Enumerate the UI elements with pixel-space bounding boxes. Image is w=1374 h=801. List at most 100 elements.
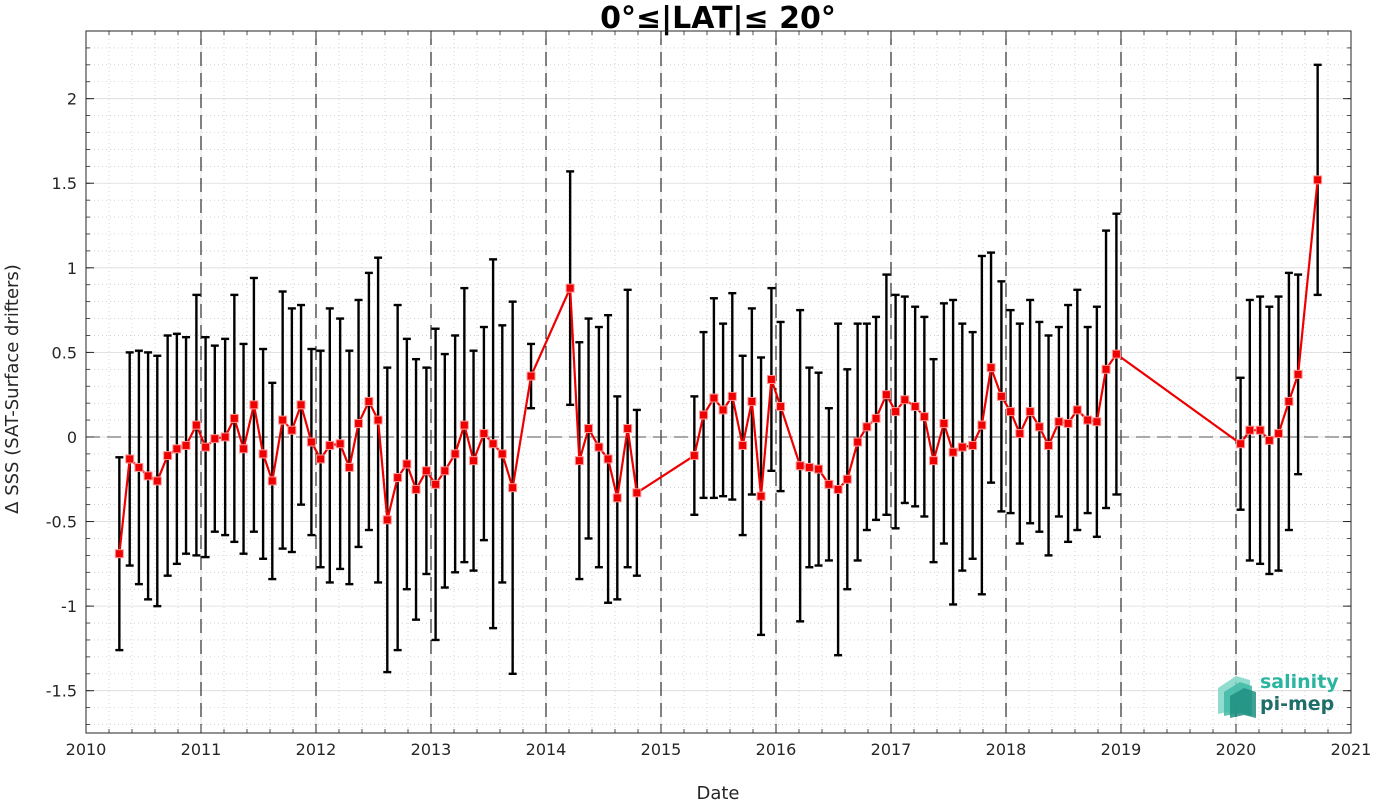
x-tick-label: 2011: [181, 740, 222, 759]
data-point: [143, 471, 153, 481]
data-point: [421, 466, 431, 476]
data-point: [287, 425, 297, 435]
data-point: [220, 432, 230, 442]
data-point: [718, 405, 728, 415]
data-point: [709, 393, 719, 403]
data-point: [814, 464, 824, 474]
data-point: [1245, 425, 1255, 435]
data-point: [699, 410, 709, 420]
x-tick-label: 2015: [641, 740, 682, 759]
data-point: [402, 459, 412, 469]
data-point: [258, 449, 268, 459]
data-point: [881, 390, 891, 400]
data-point: [325, 440, 335, 450]
data-point: [1034, 422, 1044, 432]
x-tick-label: 2012: [296, 740, 337, 759]
data-point: [584, 424, 594, 434]
data-point: [278, 415, 288, 425]
y-tick-label: -1.5: [46, 682, 77, 701]
data-point: [393, 473, 403, 483]
data-point: [201, 442, 211, 452]
logo-text-salinity: salinity: [1260, 671, 1339, 693]
data-point: [267, 476, 277, 486]
data-point: [833, 484, 843, 494]
x-tick-label: 2018: [986, 740, 1027, 759]
data-point: [479, 429, 489, 439]
y-tick-label: 1.5: [52, 174, 77, 193]
data-point: [804, 462, 814, 472]
data-point: [565, 283, 575, 293]
data-point: [968, 440, 978, 450]
y-axis-title: Δ SSS (SAT-Surface drifters): [2, 264, 23, 514]
data-point: [526, 371, 536, 381]
data-markers: [114, 175, 1323, 559]
data-point: [766, 374, 776, 384]
data-point: [939, 418, 949, 428]
chart-title: 0°≤|LAT|≤ 20°: [600, 1, 836, 36]
data-point: [756, 491, 766, 501]
data-point: [900, 395, 910, 405]
data-point: [459, 420, 469, 430]
data-point: [1293, 369, 1303, 379]
y-tick-label: 1: [67, 259, 77, 278]
data-point: [612, 493, 622, 503]
y-tick-label: 2: [67, 90, 77, 109]
data-point: [910, 402, 920, 412]
data-point: [891, 407, 901, 417]
x-tick-label: 2014: [526, 740, 567, 759]
data-point: [497, 449, 507, 459]
x-tick-label: 2020: [1216, 740, 1257, 759]
data-point: [1025, 407, 1035, 417]
data-point: [249, 400, 259, 410]
data-point: [574, 456, 584, 466]
data-point: [440, 466, 450, 476]
data-point: [335, 439, 345, 449]
data-point: [929, 456, 939, 466]
data-point: [603, 454, 613, 464]
y-tick-label: -0.5: [46, 513, 77, 532]
data-point: [727, 391, 737, 401]
series-line: [118, 179, 1319, 554]
data-point: [306, 437, 316, 447]
data-point: [853, 437, 863, 447]
data-point: [488, 439, 498, 449]
reference-lines: [86, 31, 1351, 733]
data-point: [210, 434, 220, 444]
data-point: [824, 479, 834, 489]
data-point: [125, 454, 135, 464]
data-point: [1101, 364, 1111, 374]
data-point: [1274, 429, 1284, 439]
data-point: [508, 483, 518, 493]
data-point: [1015, 429, 1025, 439]
data-point: [431, 479, 441, 489]
data-point: [795, 461, 805, 471]
data-point: [842, 474, 852, 484]
y-tick-label: 0: [67, 428, 77, 447]
y-tick-label: -1: [61, 597, 77, 616]
data-point: [1092, 417, 1102, 427]
x-tick-label: 2021: [1331, 740, 1372, 759]
data-point: [239, 444, 249, 454]
data-point: [354, 418, 364, 428]
data-point: [411, 484, 421, 494]
axes: [85, 30, 1352, 734]
data-point: [364, 396, 374, 406]
x-tick-label: 2017: [871, 740, 912, 759]
data-point: [977, 420, 987, 430]
data-point: [134, 462, 144, 472]
x-tick-label: 2010: [66, 740, 107, 759]
data-point: [181, 440, 191, 450]
data-line: [118, 179, 1319, 554]
data-point: [689, 451, 699, 461]
data-point: [862, 422, 872, 432]
data-point: [1006, 407, 1016, 417]
data-point: [632, 488, 642, 498]
data-point: [1083, 415, 1093, 425]
data-point: [114, 549, 124, 559]
data-point: [738, 440, 748, 450]
salinity-pi-mep-logo: salinity pi-mep: [1218, 671, 1339, 718]
data-point: [1313, 175, 1323, 185]
data-point: [373, 415, 383, 425]
data-point: [623, 424, 633, 434]
